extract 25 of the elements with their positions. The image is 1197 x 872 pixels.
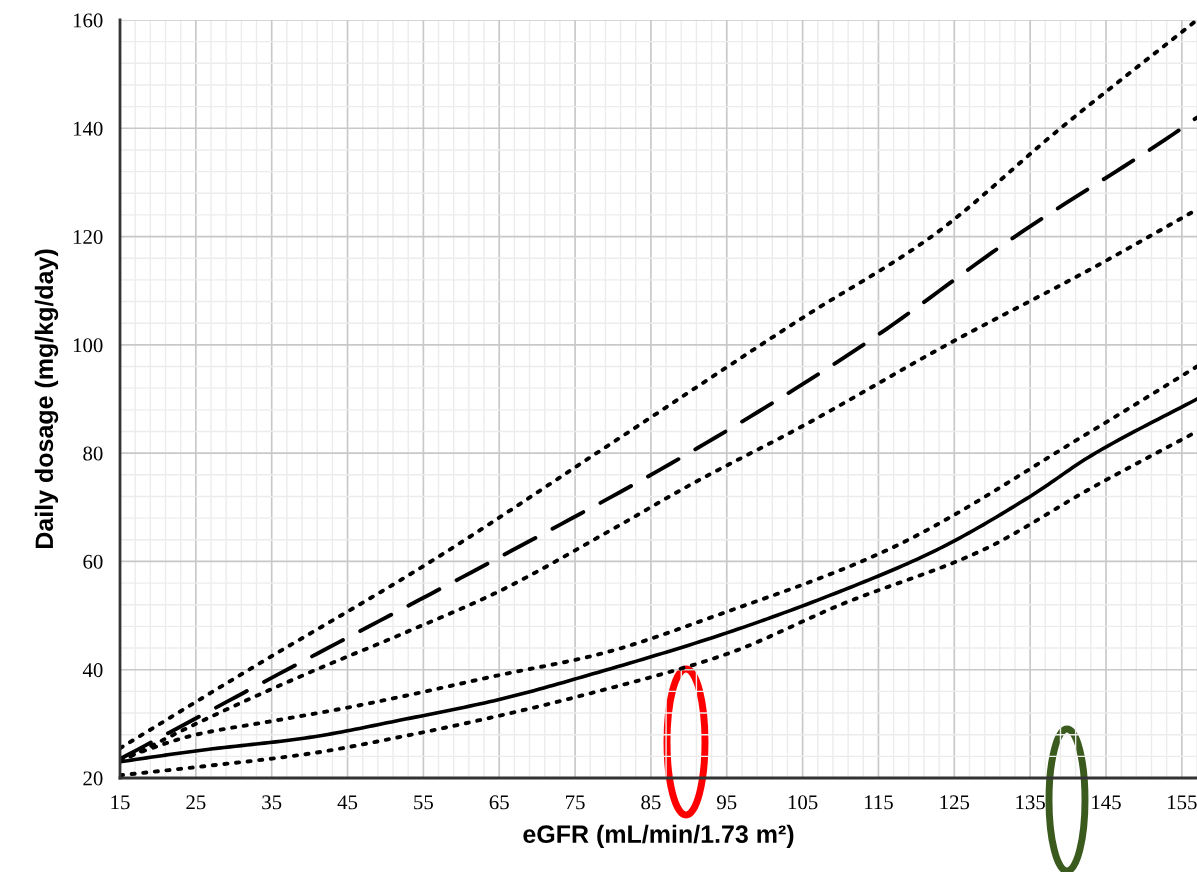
x-tick-label: 115 <box>865 795 893 810</box>
x-tick-label: 65 <box>489 795 509 810</box>
x-tick-label: 155 <box>1168 795 1197 810</box>
y-tick-label: 80 <box>83 446 103 461</box>
y-axis-title: Daily dosage (mg/kg/day) <box>34 249 59 549</box>
y-tick-label: 20 <box>83 771 103 786</box>
x-tick-label: 105 <box>788 795 818 810</box>
x-tick-label: 35 <box>262 795 282 810</box>
x-tick-label: 55 <box>414 795 433 810</box>
y-tick-label: 160 <box>73 13 103 28</box>
y-tick-label: 40 <box>82 663 103 678</box>
y-tick-label: 120 <box>73 229 103 244</box>
x-tick-label: 95 <box>717 795 737 810</box>
x-tick-label: 145 <box>1092 795 1121 810</box>
x-tick-label: 75 <box>566 795 585 810</box>
x-tick-label: 135 <box>1016 795 1045 810</box>
x-tick-label: 125 <box>940 795 970 810</box>
x-tick-label: 85 <box>641 795 661 810</box>
y-tick-label: 140 <box>73 121 103 136</box>
x-axis-title: eGFR (mL/min/1.73 m²) <box>523 824 794 848</box>
x-tick-label: 45 <box>337 795 358 810</box>
x-tick-label: 25 <box>186 795 206 810</box>
y-tick-label: 60 <box>83 554 103 569</box>
x-tick-label: 15 <box>111 795 130 810</box>
y-tick-label: 100 <box>73 338 103 353</box>
